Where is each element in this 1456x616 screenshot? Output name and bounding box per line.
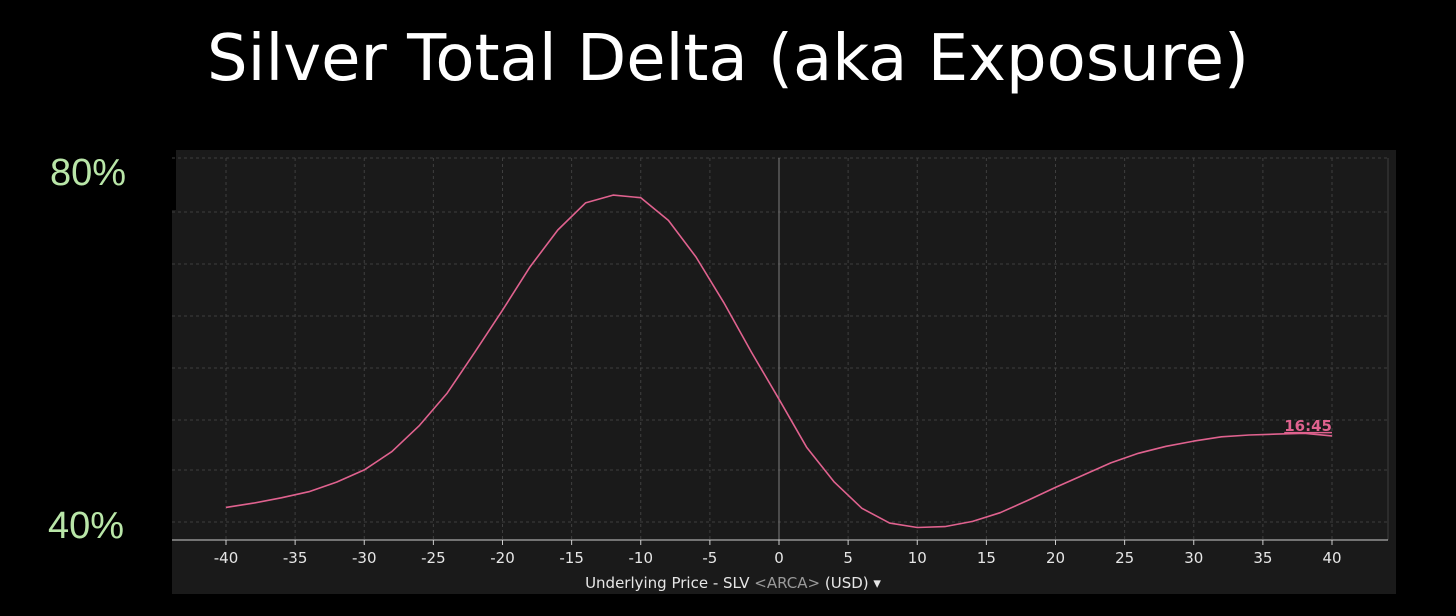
x-tick-label-13: 25 [1115,549,1134,567]
x-axis-dropdown-icon[interactable]: ▾ [873,574,881,592]
x-tick-label-15: 35 [1253,549,1272,567]
chart-panel [172,150,1396,594]
x-tick-label-7: -5 [702,549,717,567]
x-tick-label-5: -15 [559,549,584,567]
x-tick-label-11: 15 [977,549,996,567]
x-tick-label-0: -40 [214,549,239,567]
x-axis-label-suffix: (USD) [820,574,873,592]
x-ticks: -40 -35 -30 -25 -20 -15 -10 -5 0 5 10 15 20 25 30 35 40 [214,540,1342,567]
x-tick-label-12: 20 [1046,549,1065,567]
panel-notch [172,150,176,210]
x-tick-label-14: 30 [1184,549,1203,567]
y-tick-label-top: 80% [50,152,127,194]
y-tick-label-bottom: 40% [48,505,125,547]
x-tick-label-10: 10 [908,549,927,567]
x-tick-label-16: 40 [1322,549,1341,567]
series-label: 16:45 [1284,417,1332,435]
x-tick-label-4: -20 [490,549,515,567]
x-axis-label: Underlying Price - SLV <ARCA> (USD) ▾ [585,574,881,592]
x-tick-label-8: 0 [774,549,784,567]
x-axis-label-prefix: Underlying Price - SLV [585,574,754,592]
x-axis-label-exchange: <ARCA> [754,574,820,592]
grid [172,157,1389,540]
series-line-16-45 [225,194,1333,529]
x-tick-label-2: -30 [352,549,377,567]
chart-title: Silver Total Delta (aka Exposure) [207,22,1249,96]
x-tick-label-6: -10 [629,549,654,567]
x-tick-label-1: -35 [283,549,308,567]
x-tick-label-3: -25 [421,549,446,567]
x-tick-label-9: 5 [843,549,853,567]
